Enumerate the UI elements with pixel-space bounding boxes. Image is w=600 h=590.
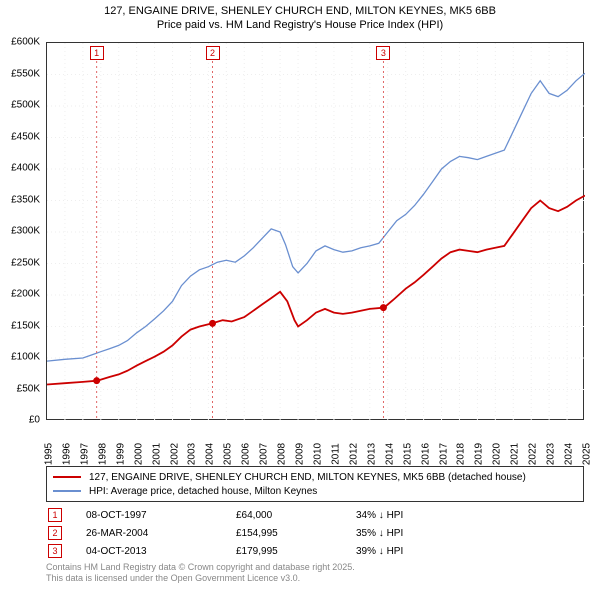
y-axis-labels: £0£50K£100K£150K£200K£250K£300K£350K£400… xyxy=(0,42,44,420)
x-tick-label: 2025 xyxy=(582,443,593,465)
event-delta: 39% ↓ HPI xyxy=(356,546,403,557)
x-tick-label: 2007 xyxy=(259,443,270,465)
x-tick-label: 2014 xyxy=(384,443,395,465)
x-tick-label: 2008 xyxy=(277,443,288,465)
x-tick-label: 2021 xyxy=(510,443,521,465)
chart-plot-area: 1 2 3 xyxy=(46,42,584,420)
y-tick-label: £400K xyxy=(11,163,40,174)
x-tick-label: 2010 xyxy=(313,443,324,465)
y-tick-label: £600K xyxy=(11,37,40,48)
y-tick-label: £50K xyxy=(17,383,40,394)
attribution-line-2: This data is licensed under the Open Gov… xyxy=(46,573,584,584)
x-tick-label: 2018 xyxy=(456,443,467,465)
x-tick-label: 2004 xyxy=(205,443,216,465)
sale-event-row: 1 08-OCT-1997 £64,000 34% ↓ HPI xyxy=(46,506,584,524)
x-tick-label: 2002 xyxy=(169,443,180,465)
x-tick-label: 2001 xyxy=(151,443,162,465)
x-tick-label: 2022 xyxy=(528,443,539,465)
sale-events-table: 1 08-OCT-1997 £64,000 34% ↓ HPI 2 26-MAR… xyxy=(46,506,584,560)
x-tick-label: 2000 xyxy=(133,443,144,465)
sale-marker-box: 3 xyxy=(376,46,390,60)
sale-marker-dot xyxy=(209,320,216,327)
sale-event-row: 2 26-MAR-2004 £154,995 35% ↓ HPI xyxy=(46,524,584,542)
x-tick-label: 2020 xyxy=(492,443,503,465)
y-tick-label: £350K xyxy=(11,194,40,205)
y-tick-label: £150K xyxy=(11,320,40,331)
x-tick-label: 2013 xyxy=(366,443,377,465)
y-tick-label: £0 xyxy=(29,415,40,426)
x-tick-label: 2023 xyxy=(546,443,557,465)
y-tick-label: £300K xyxy=(11,226,40,237)
y-tick-label: £500K xyxy=(11,100,40,111)
x-tick-label: 1996 xyxy=(61,443,72,465)
x-tick-label: 2019 xyxy=(474,443,485,465)
legend-swatch xyxy=(53,490,81,492)
legend-item: 127, ENGAINE DRIVE, SHENLEY CHURCH END, … xyxy=(53,470,577,484)
event-marker-box: 1 xyxy=(48,508,62,522)
event-date: 04-OCT-2013 xyxy=(86,546,236,557)
x-tick-label: 2024 xyxy=(564,443,575,465)
title-line-1: 127, ENGAINE DRIVE, SHENLEY CHURCH END, … xyxy=(0,4,600,18)
chart-svg xyxy=(47,43,585,421)
event-delta: 34% ↓ HPI xyxy=(356,510,403,521)
event-price: £154,995 xyxy=(236,528,356,539)
legend-label: HPI: Average price, detached house, Milt… xyxy=(89,486,317,497)
x-tick-label: 2003 xyxy=(187,443,198,465)
sale-marker-dot xyxy=(93,377,100,384)
x-tick-label: 2016 xyxy=(420,443,431,465)
sale-marker-dot xyxy=(380,304,387,311)
sale-event-row: 3 04-OCT-2013 £179,995 39% ↓ HPI xyxy=(46,542,584,560)
event-price: £179,995 xyxy=(236,546,356,557)
title-line-2: Price paid vs. HM Land Registry's House … xyxy=(0,18,600,32)
x-axis-labels: 1995 1996 1997 1998 1999 2000 2001 2002 2003 2004… xyxy=(46,420,584,466)
legend-swatch xyxy=(53,476,81,478)
series-line xyxy=(47,73,585,361)
legend: 127, ENGAINE DRIVE, SHENLEY CHURCH END, … xyxy=(46,466,584,502)
x-tick-label: 2017 xyxy=(438,443,449,465)
x-tick-label: 1997 xyxy=(79,443,90,465)
sale-marker-box: 2 xyxy=(206,46,220,60)
chart-title: 127, ENGAINE DRIVE, SHENLEY CHURCH END, … xyxy=(0,4,600,32)
legend-label: 127, ENGAINE DRIVE, SHENLEY CHURCH END, … xyxy=(89,472,526,483)
event-marker-box: 3 xyxy=(48,544,62,558)
y-tick-label: £100K xyxy=(11,352,40,363)
x-tick-label: 2006 xyxy=(241,443,252,465)
legend-item: HPI: Average price, detached house, Milt… xyxy=(53,484,577,498)
event-delta: 35% ↓ HPI xyxy=(356,528,403,539)
event-date: 26-MAR-2004 xyxy=(86,528,236,539)
event-price: £64,000 xyxy=(236,510,356,521)
x-tick-label: 2012 xyxy=(348,443,359,465)
x-tick-label: 1999 xyxy=(115,443,126,465)
event-date: 08-OCT-1997 xyxy=(86,510,236,521)
y-tick-label: £450K xyxy=(11,131,40,142)
x-tick-label: 1998 xyxy=(97,443,108,465)
attribution: Contains HM Land Registry data © Crown c… xyxy=(46,562,584,584)
y-tick-label: £250K xyxy=(11,257,40,268)
x-tick-label: 2011 xyxy=(330,443,341,465)
y-tick-label: £550K xyxy=(11,68,40,79)
event-marker-box: 2 xyxy=(48,526,62,540)
x-tick-label: 1995 xyxy=(44,443,55,465)
attribution-line-1: Contains HM Land Registry data © Crown c… xyxy=(46,562,584,573)
x-tick-label: 2015 xyxy=(402,443,413,465)
y-tick-label: £200K xyxy=(11,289,40,300)
x-tick-label: 2009 xyxy=(295,443,306,465)
x-tick-label: 2005 xyxy=(223,443,234,465)
sale-marker-box: 1 xyxy=(90,46,104,60)
